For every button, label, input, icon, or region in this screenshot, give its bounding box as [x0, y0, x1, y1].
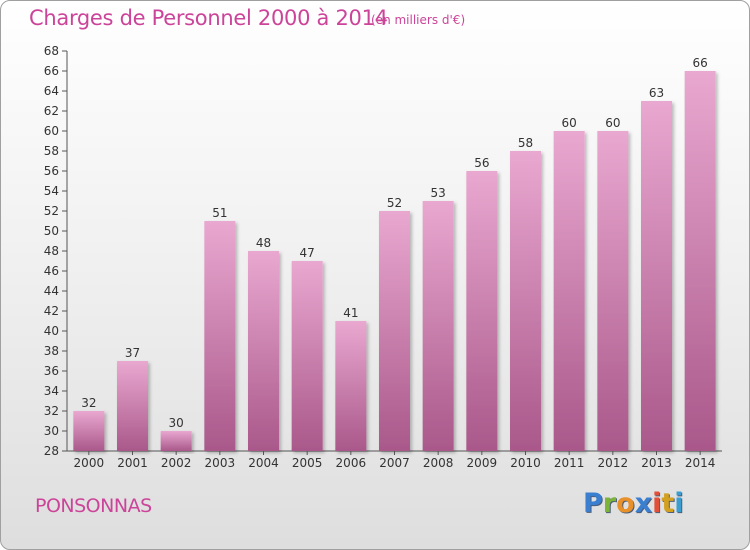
y-tick-label: 60: [44, 124, 59, 138]
data-label: 51: [212, 206, 227, 220]
bar-2008: [422, 201, 454, 451]
y-tick-label: 54: [44, 184, 59, 198]
x-tick-label: 2001: [117, 456, 148, 470]
x-tick-label: 2003: [205, 456, 236, 470]
data-label: 60: [605, 116, 620, 130]
x-tick-label: 2011: [554, 456, 585, 470]
x-tick-label: 2004: [248, 456, 279, 470]
bar-2004: [248, 251, 279, 451]
bar-2014: [684, 71, 716, 451]
bar-2002: [160, 431, 192, 451]
data-label: 32: [81, 396, 96, 410]
bar-2001: [117, 361, 148, 451]
x-tick-label: 2013: [641, 456, 672, 470]
logo-letter: i: [674, 488, 684, 519]
y-tick-label: 36: [44, 364, 59, 378]
logo-letter: o: [616, 488, 635, 519]
y-tick-label: 64: [44, 84, 59, 98]
data-label: 47: [300, 246, 315, 260]
y-tick-label: 58: [44, 144, 59, 158]
y-tick-label: 34: [44, 384, 59, 398]
bar-2006: [335, 321, 367, 451]
y-tick-label: 50: [44, 224, 59, 238]
logo-letter: x: [634, 488, 653, 519]
y-tick-label: 62: [44, 104, 59, 118]
y-tick-label: 28: [44, 444, 59, 458]
y-tick-label: 52: [44, 204, 59, 218]
x-tick-label: 2010: [510, 456, 541, 470]
logo-letter: r: [602, 488, 617, 519]
y-tick-label: 44: [44, 284, 59, 298]
chart-title: Charges de Personnel 2000 à 2014: [29, 6, 388, 30]
data-label: 60: [562, 116, 577, 130]
y-tick-label: 42: [44, 304, 59, 318]
x-tick-label: 2009: [467, 456, 498, 470]
bar-2007: [379, 211, 410, 451]
data-label: 58: [518, 136, 533, 150]
y-tick-label: 30: [44, 424, 59, 438]
bar-2013: [641, 101, 672, 451]
data-label: 41: [343, 306, 358, 320]
data-label: 30: [169, 416, 184, 430]
y-tick-label: 46: [44, 264, 59, 278]
y-tick-label: 32: [44, 404, 59, 418]
bar-2009: [466, 171, 498, 451]
y-tick-label: 38: [44, 344, 59, 358]
y-tick-label: 66: [44, 64, 59, 78]
logo-letter: P: [583, 488, 603, 519]
y-tick-label: 40: [44, 324, 59, 338]
chart-subtitle: (en milliers d'€): [371, 13, 466, 27]
data-label: 53: [431, 186, 446, 200]
data-label: 52: [387, 196, 402, 210]
data-label: 37: [125, 346, 140, 360]
data-label: 66: [693, 56, 708, 70]
x-tick-label: 2008: [423, 456, 454, 470]
y-tick-label: 48: [44, 244, 59, 258]
bar-2000: [73, 411, 105, 451]
data-label: 56: [474, 156, 489, 170]
logo-letter: t: [661, 488, 675, 519]
bar-2003: [204, 221, 236, 451]
bar-2012: [597, 131, 629, 451]
bar-2010: [510, 151, 541, 451]
x-tick-label: 2006: [336, 456, 367, 470]
x-tick-label: 2002: [161, 456, 192, 470]
x-tick-label: 2000: [74, 456, 105, 470]
data-label: 48: [256, 236, 271, 250]
commune-name: PONSONNAS: [35, 495, 152, 517]
x-tick-label: 2014: [685, 456, 716, 470]
bar-2011: [553, 131, 585, 451]
y-tick-label: 56: [44, 164, 59, 178]
data-label: 63: [649, 86, 664, 100]
proxiti-logo[interactable]: Proxiti: [583, 488, 684, 519]
logo-letter: i: [652, 488, 662, 519]
bar-2005: [291, 261, 323, 451]
x-tick-label: 2007: [379, 456, 410, 470]
y-tick-label: 68: [44, 44, 59, 58]
x-tick-label: 2012: [598, 456, 629, 470]
x-tick-label: 2005: [292, 456, 323, 470]
